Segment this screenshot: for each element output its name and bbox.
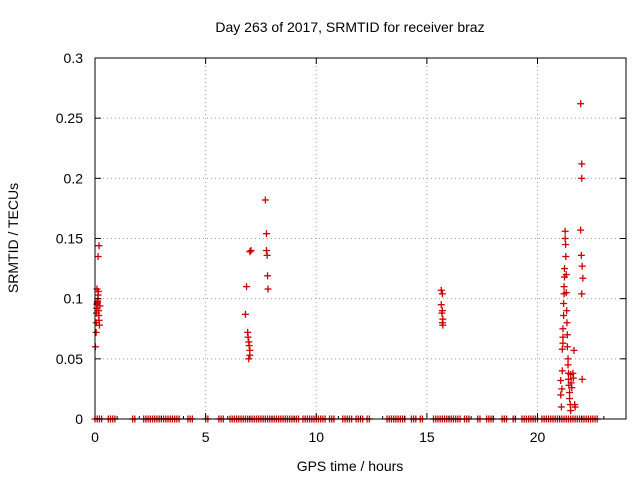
y-tick-label: 0.3 bbox=[64, 50, 84, 66]
data-point bbox=[557, 403, 565, 411]
data-point bbox=[578, 375, 586, 383]
data-point bbox=[557, 391, 565, 399]
data-point bbox=[577, 226, 585, 234]
data-point bbox=[438, 309, 446, 317]
y-tick-label: 0.25 bbox=[56, 110, 83, 126]
data-point bbox=[566, 389, 574, 397]
y-tick-label: 0.05 bbox=[56, 351, 83, 367]
data-point bbox=[558, 367, 566, 375]
x-tick-label: 10 bbox=[308, 429, 324, 445]
data-point bbox=[247, 247, 255, 255]
data-point bbox=[437, 301, 445, 309]
data-point bbox=[560, 265, 568, 273]
data-point bbox=[95, 242, 103, 250]
chart-title: Day 263 of 2017, SRMTID for receiver bra… bbox=[215, 19, 484, 35]
data-point bbox=[437, 286, 445, 294]
data-point bbox=[562, 289, 570, 297]
data-point bbox=[261, 196, 269, 204]
data-point bbox=[566, 395, 574, 403]
data-point bbox=[243, 283, 251, 291]
data-point bbox=[438, 290, 446, 298]
data-point bbox=[562, 253, 570, 261]
data-point bbox=[245, 355, 253, 363]
data-point bbox=[571, 403, 579, 411]
data-point bbox=[557, 376, 565, 384]
data-point bbox=[94, 253, 102, 261]
data-point bbox=[244, 333, 252, 341]
data-point bbox=[245, 342, 253, 350]
data-point bbox=[563, 307, 571, 315]
data-point bbox=[264, 285, 272, 293]
data-point bbox=[241, 310, 249, 318]
data-point bbox=[570, 346, 578, 354]
data-point bbox=[558, 345, 566, 353]
data-point bbox=[559, 325, 567, 333]
grid bbox=[95, 58, 626, 419]
data-point bbox=[246, 351, 254, 359]
data-point bbox=[564, 361, 572, 369]
y-axis-label: SRMTID / TECUs bbox=[5, 183, 21, 293]
axis-ticks: 0 0.05 0.1 0.15 0.2 0.25 0.3 0 5 10 15 20 bbox=[56, 50, 626, 445]
data-point bbox=[560, 312, 568, 320]
data-point bbox=[567, 407, 575, 415]
y-tick-label: 0.15 bbox=[56, 231, 83, 247]
data-point bbox=[569, 374, 577, 382]
x-tick-label: 15 bbox=[419, 429, 435, 445]
data-point bbox=[563, 331, 571, 339]
y-tick-label: 0.1 bbox=[64, 291, 84, 307]
data-points bbox=[91, 100, 601, 423]
data-point bbox=[560, 299, 568, 307]
data-point bbox=[96, 302, 104, 310]
data-point bbox=[567, 379, 575, 387]
data-point bbox=[439, 321, 447, 329]
data-point bbox=[578, 290, 586, 298]
data-point bbox=[577, 251, 585, 259]
y-tick-label: 0.2 bbox=[64, 170, 84, 186]
data-point bbox=[92, 328, 100, 336]
data-point bbox=[560, 283, 568, 291]
data-point bbox=[95, 321, 103, 329]
data-point bbox=[562, 271, 570, 279]
plot-frame bbox=[94, 57, 627, 420]
y-tick-label: 0 bbox=[75, 411, 83, 427]
data-point bbox=[559, 333, 567, 341]
x-tick-label: 20 bbox=[530, 429, 546, 445]
x-axis-label: GPS time / hours bbox=[297, 458, 404, 474]
x-tick-label: 5 bbox=[202, 429, 210, 445]
data-point bbox=[562, 241, 570, 249]
data-point bbox=[564, 375, 572, 383]
data-point bbox=[561, 235, 569, 242]
data-point bbox=[559, 339, 567, 347]
data-point bbox=[263, 251, 271, 259]
data-point bbox=[579, 274, 587, 282]
data-point bbox=[264, 272, 272, 280]
data-point bbox=[262, 230, 270, 238]
data-point bbox=[578, 160, 586, 168]
data-point bbox=[568, 384, 576, 392]
data-point bbox=[578, 262, 586, 270]
data-point bbox=[577, 100, 585, 108]
data-point bbox=[564, 355, 572, 363]
data-point bbox=[246, 248, 254, 256]
data-point bbox=[262, 247, 270, 255]
data-point bbox=[563, 343, 571, 351]
x-tick-label: 0 bbox=[91, 429, 99, 445]
data-point bbox=[578, 174, 586, 182]
data-point bbox=[558, 385, 566, 393]
data-point bbox=[563, 319, 571, 327]
data-point bbox=[561, 227, 569, 235]
